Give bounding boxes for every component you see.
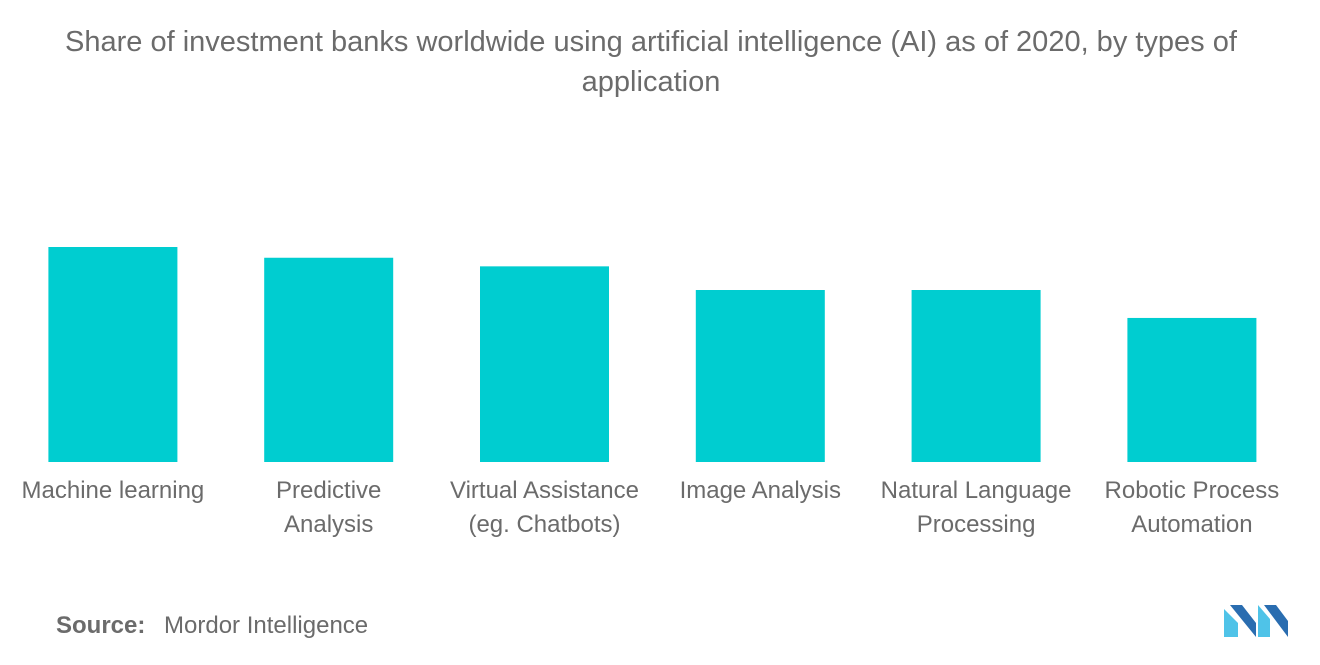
x-tick-label-4-1: Processing [917, 511, 1036, 538]
source-value: Mordor Intelligence [164, 612, 369, 639]
bar-4 [911, 290, 1041, 462]
x-tick-label-5-1: Automation [1131, 511, 1252, 538]
logo-shape-mid-right [1258, 605, 1270, 637]
bar-chart: Machine learning Predictive Analysis Virtua… [22, 247, 1280, 538]
bar-5 [1127, 317, 1257, 462]
x-tick-label-2-1: (eg. Chatbots) [468, 511, 620, 538]
logo-shape-mid-left [1230, 605, 1256, 637]
x-tick-label-1-1: Analysis [284, 511, 373, 538]
x-tick-label-0-0: Machine learning [22, 477, 205, 504]
x-tick-label-2-0: Virtual Assistance [450, 477, 639, 504]
x-tick-label-4-0: Natural Language [881, 477, 1072, 504]
source-label: Source: [56, 612, 146, 639]
x-tick-label-5-0: Robotic Process [1105, 477, 1280, 504]
chart-title-text: Share of investment banks worldwide usin… [65, 26, 1237, 98]
bar-1 [264, 257, 394, 462]
logo-shape-left [1224, 609, 1238, 637]
bar-3 [695, 290, 825, 462]
bar-0 [48, 247, 178, 462]
bar-2 [480, 266, 609, 462]
source-note: Source: Mordor Intelligence [56, 612, 368, 640]
chart-title: Share of investment banks worldwide usin… [0, 22, 1302, 102]
x-tick-label-3-0: Image Analysis [680, 477, 841, 504]
x-tick-label-1-0: Predictive [276, 477, 381, 504]
logo-shape-right [1264, 605, 1288, 637]
mordor-intelligence-logo [1224, 605, 1288, 637]
